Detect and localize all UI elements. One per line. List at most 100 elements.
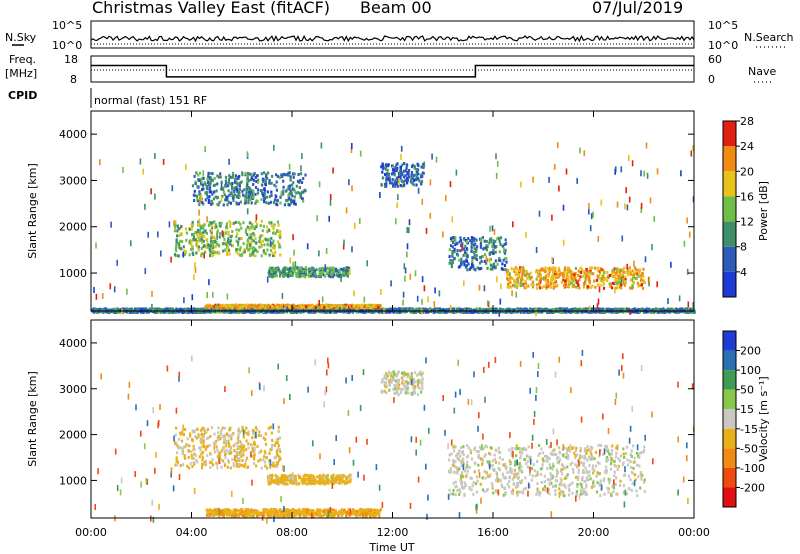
power-cell [596, 303, 599, 310]
power-cell [567, 266, 570, 270]
power-cell [215, 305, 218, 309]
power-cell [261, 183, 264, 187]
power-cell [222, 190, 225, 194]
power-cell [194, 238, 197, 242]
power-cell [539, 274, 542, 278]
power-cell [180, 224, 183, 228]
nave-label: Nave [748, 65, 776, 78]
power-cell [210, 229, 213, 233]
power-cell [596, 269, 600, 273]
power-cell [301, 197, 304, 200]
power-cell [495, 245, 498, 248]
power-cell [196, 230, 199, 234]
power-cell [226, 293, 229, 300]
power-cell [312, 267, 315, 271]
power-cell [478, 261, 482, 265]
power-cell [517, 272, 520, 276]
power-cell [616, 267, 619, 271]
power-cell [231, 187, 234, 191]
power-cell [552, 308, 555, 312]
power-cell [483, 285, 486, 292]
power-cell [266, 230, 269, 234]
power-cell [328, 274, 331, 278]
power-cell [191, 184, 195, 188]
power-cell [204, 229, 207, 233]
power-cell [181, 240, 184, 244]
power-cell [559, 307, 563, 311]
power-cell [680, 170, 682, 177]
power-cell [177, 308, 180, 312]
power-cell [536, 275, 539, 279]
power-cell [594, 310, 597, 314]
power-cell [261, 229, 264, 233]
power-cell [253, 233, 256, 237]
power-cell [380, 288, 382, 295]
power-cell [380, 183, 383, 187]
power-cell [199, 192, 202, 196]
power-cell [227, 237, 230, 241]
power-cell [600, 310, 603, 314]
power-cell [304, 305, 308, 309]
power-cell [588, 203, 590, 209]
power-cell [406, 227, 408, 233]
power-cell [344, 269, 347, 273]
power-cell [175, 249, 178, 253]
power-cell [193, 274, 195, 281]
power-cell [420, 179, 424, 183]
power-cell [309, 267, 312, 271]
power-cell [551, 274, 554, 278]
power-cell [521, 269, 524, 273]
power-cell [515, 267, 518, 271]
power-cell [227, 200, 230, 204]
power-cell [643, 310, 646, 314]
power-cell [176, 234, 179, 238]
power-cell [395, 169, 398, 173]
power-cell [253, 308, 256, 312]
power-cell [451, 250, 454, 254]
power-cell [459, 308, 463, 312]
power-cell [250, 304, 253, 308]
power-cell [204, 250, 207, 254]
power-cell [632, 281, 635, 285]
power-cell [193, 194, 196, 198]
power-cell [249, 233, 252, 237]
power-cell [282, 310, 285, 314]
power-cell [553, 279, 556, 283]
power-cell [235, 235, 238, 239]
power-cell [634, 272, 637, 276]
power-cell [281, 303, 284, 307]
power-cell [199, 226, 202, 230]
power-cell [197, 220, 200, 224]
power-cell [243, 250, 246, 254]
power-cell [391, 172, 394, 176]
power-cell [114, 307, 117, 311]
power-cell [255, 241, 258, 245]
power-cell [279, 201, 282, 205]
power-cell [424, 310, 427, 314]
power-cell [345, 266, 348, 270]
power-cell [210, 172, 213, 175]
power-cell [630, 286, 633, 290]
power-cell [262, 178, 265, 182]
power-cell [312, 272, 315, 276]
power-cell [247, 179, 251, 183]
power-cell [171, 185, 174, 192]
power-cell [495, 153, 497, 160]
power-cell [412, 183, 415, 187]
power-cell [235, 250, 238, 254]
power-cell [241, 173, 244, 177]
power-cell [583, 150, 586, 157]
power-cell [420, 165, 423, 169]
power-cell [219, 175, 222, 179]
power-cell [246, 225, 249, 229]
power-cell [256, 188, 260, 192]
power-cell [561, 307, 564, 311]
power-cell [338, 304, 341, 308]
power-cell [492, 239, 495, 243]
power-cell [241, 189, 244, 193]
power-cell [288, 267, 291, 271]
power-cell [273, 254, 276, 258]
power-cell [270, 181, 273, 185]
power-cell [466, 268, 469, 272]
power-cell [563, 308, 566, 312]
